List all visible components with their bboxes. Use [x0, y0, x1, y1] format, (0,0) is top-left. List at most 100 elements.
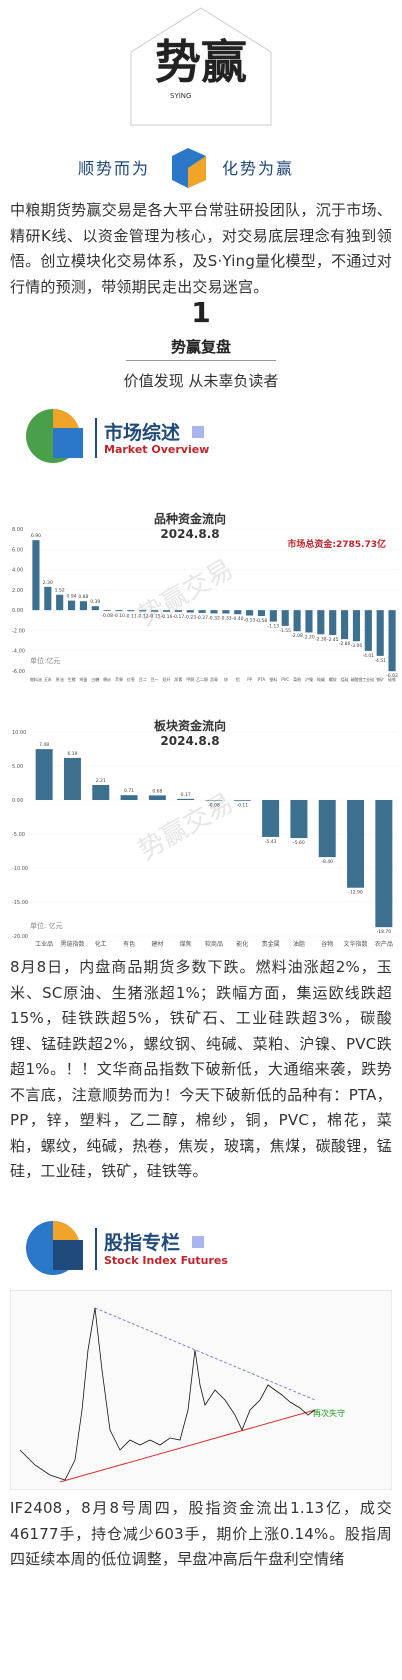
bar [162, 610, 171, 612]
x-tick-label: 谷物 [321, 940, 333, 948]
value-label: -0.33 [220, 615, 232, 621]
market-subtitle: Market Overview [104, 443, 210, 456]
value-label: -1.55 [279, 628, 291, 634]
x-tick-label: 农产品 [375, 940, 393, 948]
x-tick-label: 碳酸锂 [350, 676, 362, 682]
x-tick-label: 化工 [95, 940, 107, 948]
stock-chart: 再次失守 [10, 1290, 392, 1490]
value-label: 0.68 [152, 788, 162, 794]
slogan: 顺势而为 [78, 159, 150, 178]
value-label: -12.90 [348, 890, 363, 896]
x-tick-label: 锌 [224, 676, 228, 682]
y-tick-label: 0.00 [12, 608, 23, 614]
bar [281, 610, 289, 626]
value-label: 0.88 [78, 594, 88, 600]
y-tick-label: -10.00 [12, 866, 28, 872]
intro: 中粮期货势赢交易是各大平台常驻研投团队，沉于市场、精研K线、以资金管理为核心，对… [10, 201, 392, 296]
x-tick-label: 豆二 [139, 677, 147, 682]
value-label: -0.08 [208, 803, 220, 809]
y-tick-label: 0.00 [12, 798, 23, 804]
bar [67, 600, 76, 611]
bar [103, 610, 111, 611]
chart-subtitle: 2024.8.8 [160, 527, 219, 541]
section-icon [26, 1221, 83, 1275]
y-tick-label: 2.00 [12, 588, 23, 594]
bar [233, 800, 251, 801]
value-label: -2.38 [315, 636, 327, 642]
y-tick-label: 5.00 [12, 764, 23, 770]
y-tick-label: -4.00 [12, 649, 25, 655]
slogan: 化势为赢 [222, 159, 294, 178]
value-label: 7.48 [39, 742, 49, 748]
y-tick-label: -5.00 [12, 832, 25, 838]
bar [56, 594, 64, 611]
bar [364, 610, 372, 651]
value-label: -1.13 [268, 624, 280, 630]
y-tick-label: 4.00 [12, 568, 23, 574]
x-tick-label: PTA [258, 677, 266, 682]
value-label: -2.20 [303, 634, 315, 640]
value-label: -0.40 [232, 616, 244, 622]
bar [269, 610, 277, 622]
x-tick-label: PVC [281, 677, 289, 682]
x-tick-label: 建材 [151, 940, 163, 948]
bar [262, 800, 280, 837]
chart-title: 品种资金流向 [154, 511, 226, 526]
bar [92, 784, 110, 800]
section-icon [26, 409, 83, 463]
bar [329, 610, 337, 635]
value-label: -0.53 [244, 618, 256, 624]
x-tick-label: 塑料 [269, 676, 277, 682]
section-subtitle: 价值发现 从未辜负读者 [123, 372, 279, 390]
bar [91, 606, 99, 611]
x-tick-label: 沥青 [210, 676, 218, 682]
bar [234, 610, 242, 615]
x-tick-label: 沪镍 [305, 676, 313, 682]
header: 势赢 SYING 顺势而为 化势为赢 [78, 7, 294, 188]
unit: 单位:亿元 [30, 656, 60, 665]
logo-frame [130, 7, 272, 126]
value-label: -8.40 [321, 859, 333, 865]
y-tick-label: 6.00 [12, 547, 23, 553]
bar [352, 610, 361, 642]
logo-text: SYING [170, 92, 191, 100]
value-label: -4.51 [374, 658, 386, 664]
value-label: -0.08 [101, 613, 113, 619]
bar [198, 610, 206, 613]
x-tick-label: 甲醇 [186, 676, 194, 682]
section-number: 1 [191, 296, 211, 329]
bar [174, 610, 182, 612]
bar [341, 610, 349, 640]
unit: 单位: 亿元 [30, 921, 63, 930]
logo-mark: 势赢 [155, 35, 247, 89]
value-label: 0.17 [181, 792, 191, 798]
bar [290, 800, 308, 839]
x-tick-label: 铁矿 [376, 676, 384, 682]
bar [79, 601, 87, 611]
value-label: 0.94 [67, 594, 77, 600]
x-tick-label: 工业硅 [362, 676, 374, 682]
x-tick-label: 铝 [236, 676, 240, 682]
value-label: -18.70 [377, 929, 392, 935]
x-tick-label: 煤焦 [180, 940, 192, 948]
index-subtitle: Stock Index Futures [104, 1254, 228, 1267]
bar [246, 610, 254, 616]
x-tick-label: 硅铁 [388, 676, 396, 682]
bar [35, 749, 53, 800]
value-label: -6.02 [386, 673, 398, 679]
bar [375, 800, 393, 928]
bar [305, 610, 313, 633]
x-tick-label: 菜粕 [293, 676, 301, 682]
value-label: -0.58 [256, 618, 268, 624]
annotation: 市场总资金:2785.73亿 [287, 538, 386, 550]
chart-title: 板块资金流向 [154, 718, 226, 733]
x-tick-label: 黑链指数 [60, 940, 84, 948]
bar [115, 610, 123, 612]
bar [376, 610, 384, 656]
bar [139, 610, 147, 612]
value-label: -5.43 [265, 839, 277, 845]
value-label: -0.10 [113, 613, 125, 619]
value-label: -3.06 [351, 643, 363, 649]
value-label: 6.19 [67, 751, 77, 757]
